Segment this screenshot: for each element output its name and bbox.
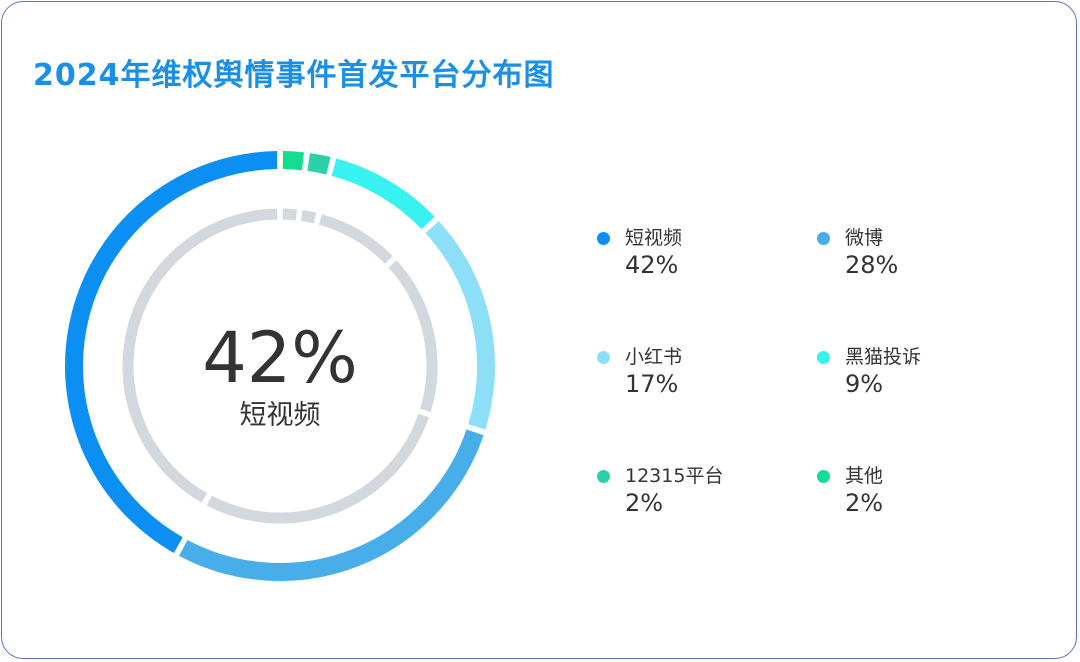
legend-percentage: 42% [625,251,679,279]
legend-dot-icon [817,470,830,483]
donut-segment-3 [331,158,435,230]
legend-percentage: 2% [625,489,664,517]
legend-dot-icon [597,351,610,364]
inner-ring-segment-5 [282,208,297,221]
donut-segment-5 [282,151,304,171]
inner-ring-segment-0 [122,208,278,503]
center-value: 42% [202,317,358,399]
legend-dot-icon [817,232,830,245]
chart-title: 2024年维权舆情事件首发平台分布图 [33,58,555,93]
inner-ring-segment-2 [388,260,438,412]
legend-dot-icon [597,470,610,483]
inner-ring-segment-1 [206,413,429,524]
legend-item: 小红书 17% [597,339,797,409]
legend-label: 黑猫投诉 [845,346,922,368]
donut-segment-2 [425,221,495,430]
legend-dot-icon [597,232,610,245]
legend-item: 黑猫投诉 9% [817,339,1017,409]
legend-label: 其他 [845,465,884,487]
legend-item: 12315平台 2% [597,458,797,528]
legend-label: 短视频 [625,227,683,249]
inner-ring-segment-4 [300,210,317,224]
legend-percentage: 28% [845,251,899,279]
legend-item: 其他 2% [817,458,1017,528]
donut-segment-4 [307,153,331,175]
legend-item: 短视频 42% [597,220,797,290]
legend-label: 微博 [845,227,884,249]
legend-percentage: 2% [845,489,884,517]
legend-percentage: 9% [845,370,884,398]
inner-ring-segment-3 [318,214,393,264]
legend-percentage: 17% [625,370,679,398]
legend-dot-icon [817,351,830,364]
legend-label: 小红书 [625,346,683,368]
donut-segment-1 [179,429,484,581]
donut-segment-0 [65,151,278,553]
center-label: 短视频 [239,400,321,431]
legend-item: 微博 28% [817,220,1017,290]
legend-label: 12315平台 [625,465,724,487]
